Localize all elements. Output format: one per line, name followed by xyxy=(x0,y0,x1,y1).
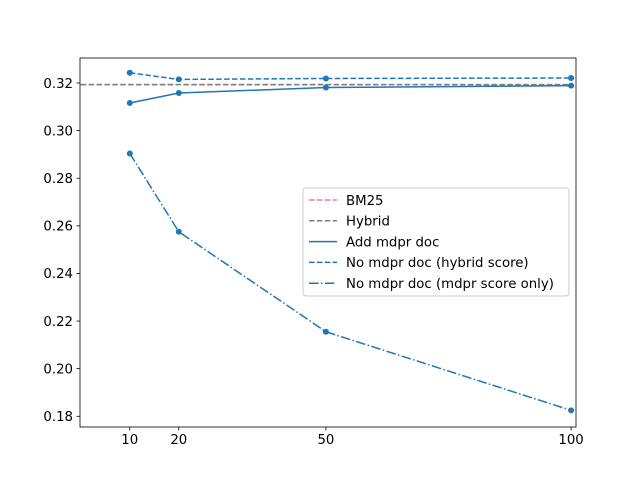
y-tick-label: 0.30 xyxy=(43,124,73,139)
data-point-4-2 xyxy=(322,328,329,335)
data-point-2-3 xyxy=(568,82,575,89)
data-point-2-0 xyxy=(126,99,133,106)
y-tick-label: 0.24 xyxy=(43,267,73,282)
y-tick-label: 0.26 xyxy=(43,220,73,235)
y-tick-label: 0.18 xyxy=(43,410,73,425)
x-tick-label: 100 xyxy=(558,433,583,448)
legend-label: No mdpr doc (hybrid score) xyxy=(346,256,529,271)
data-point-2-2 xyxy=(322,84,329,91)
x-tick-label: 50 xyxy=(317,433,334,448)
y-tick-label: 0.20 xyxy=(43,362,73,377)
legend-label: BM25 xyxy=(346,194,384,209)
legend-label: Add mdpr doc xyxy=(346,235,439,250)
data-point-3-1 xyxy=(175,76,182,83)
legend-label: Hybrid xyxy=(346,215,390,230)
axes: 10 20 50 100 0.18 0.20 0.22 0.24 0.26 0.28 0.30 0.3… xyxy=(43,57,584,448)
y-tick-label: 0.32 xyxy=(43,77,73,92)
legend-label: No mdpr doc (mdpr score only) xyxy=(346,277,554,292)
x-tick-label: 10 xyxy=(121,433,138,448)
data-point-2-1 xyxy=(175,90,182,96)
data-point-3-0 xyxy=(126,69,133,76)
data-point-4-3 xyxy=(568,407,575,414)
plot-area xyxy=(80,69,575,414)
data-point-4-1 xyxy=(175,228,182,235)
series-line-4 xyxy=(129,153,572,412)
y-tick-label: 0.22 xyxy=(43,315,73,330)
x-tick-label: 20 xyxy=(170,433,187,448)
series-line-2 xyxy=(129,84,572,104)
axes-frame xyxy=(79,57,577,428)
series-line-3 xyxy=(129,72,572,81)
data-point-4-0 xyxy=(126,150,133,157)
data-point-3-2 xyxy=(322,75,329,82)
legend-box xyxy=(302,187,570,297)
data-point-3-3 xyxy=(568,75,575,81)
y-tick-label: 0.28 xyxy=(43,172,73,187)
legend: BM25 Hybrid Add mdpr doc No mdpr doc (hybri… xyxy=(302,187,570,297)
